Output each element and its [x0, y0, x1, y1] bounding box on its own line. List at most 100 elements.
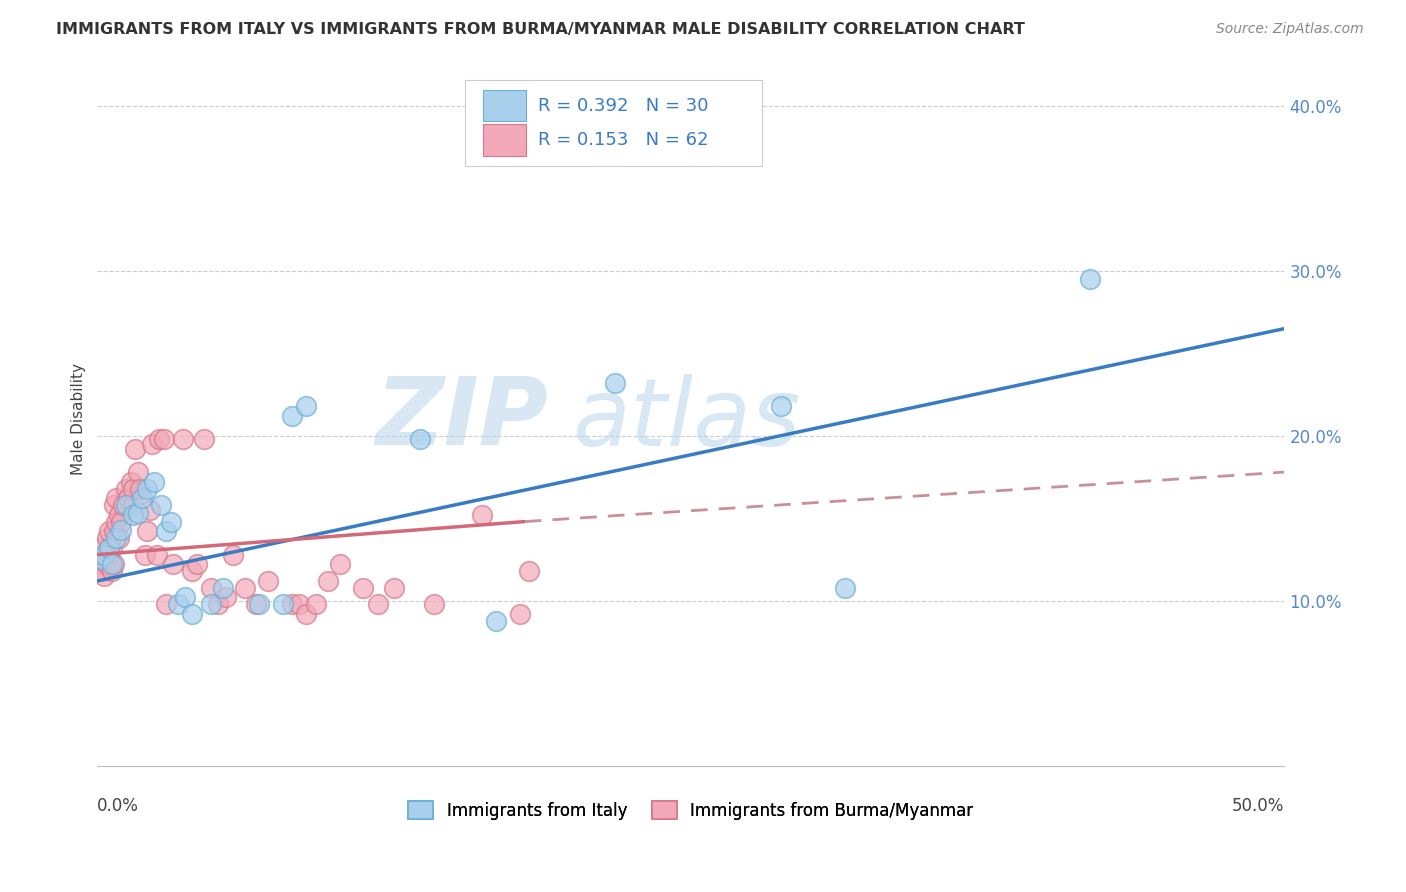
Point — [281, 597, 304, 611]
Point — [271, 597, 294, 611]
Point — [214, 591, 236, 605]
Point — [110, 515, 132, 529]
Point — [150, 498, 173, 512]
Point — [509, 607, 531, 621]
Point — [281, 409, 304, 423]
Point — [98, 541, 121, 555]
Point — [233, 581, 256, 595]
Point — [105, 531, 128, 545]
Point — [89, 558, 111, 572]
Text: R = 0.392   N = 30: R = 0.392 N = 30 — [537, 96, 709, 114]
Point — [145, 548, 167, 562]
Point — [103, 498, 125, 512]
Point — [115, 482, 138, 496]
Point — [93, 548, 115, 562]
Point — [770, 399, 793, 413]
Point — [96, 531, 118, 545]
Point — [174, 591, 197, 605]
Point — [122, 498, 145, 512]
Point — [1078, 272, 1101, 286]
Point — [93, 569, 115, 583]
Point — [305, 597, 328, 611]
Text: 50.0%: 50.0% — [1232, 797, 1285, 814]
Point — [112, 498, 135, 512]
Point — [107, 531, 129, 545]
Point — [295, 399, 318, 413]
Point — [316, 574, 339, 588]
Point — [103, 558, 125, 572]
Point — [103, 524, 125, 539]
Point — [100, 541, 122, 555]
Point — [603, 376, 626, 390]
Point — [136, 482, 159, 496]
Point — [181, 564, 204, 578]
Point — [366, 597, 388, 611]
Point — [115, 498, 138, 512]
Point — [200, 581, 222, 595]
FancyBboxPatch shape — [465, 80, 762, 167]
FancyBboxPatch shape — [484, 124, 526, 156]
Point — [122, 508, 145, 522]
Point — [221, 548, 243, 562]
Point — [131, 491, 153, 506]
Point — [155, 597, 177, 611]
Point — [409, 432, 432, 446]
Point — [136, 524, 159, 539]
Text: R = 0.153   N = 62: R = 0.153 N = 62 — [537, 131, 709, 149]
Point — [423, 597, 446, 611]
Point — [91, 564, 114, 578]
Text: ZIP: ZIP — [375, 374, 548, 466]
Point — [153, 432, 176, 446]
Point — [93, 548, 115, 562]
Point — [257, 574, 280, 588]
Point — [247, 597, 270, 611]
Point — [127, 506, 149, 520]
Point — [127, 465, 149, 479]
Point — [100, 564, 122, 578]
Point — [288, 597, 311, 611]
Point — [138, 503, 160, 517]
Point — [212, 581, 235, 595]
Point — [471, 508, 494, 522]
Point — [124, 442, 146, 456]
Point — [181, 607, 204, 621]
Text: Source: ZipAtlas.com: Source: ZipAtlas.com — [1216, 22, 1364, 37]
Y-axis label: Male Disability: Male Disability — [72, 363, 86, 475]
Point — [167, 597, 190, 611]
Point — [122, 482, 145, 496]
Point — [172, 432, 194, 446]
Point — [100, 558, 122, 572]
Point — [295, 607, 318, 621]
Text: 0.0%: 0.0% — [97, 797, 139, 814]
Point — [141, 437, 163, 451]
Point — [207, 597, 229, 611]
Point — [120, 475, 142, 489]
Point — [91, 541, 114, 555]
Point — [162, 558, 184, 572]
Point — [129, 482, 152, 496]
Text: IMMIGRANTS FROM ITALY VS IMMIGRANTS FROM BURMA/MYANMAR MALE DISABILITY CORRELATI: IMMIGRANTS FROM ITALY VS IMMIGRANTS FROM… — [56, 22, 1025, 37]
Point — [186, 558, 208, 572]
Point — [200, 597, 222, 611]
Point — [98, 524, 121, 539]
Point — [117, 491, 139, 506]
Point — [193, 432, 215, 446]
Point — [148, 432, 170, 446]
Point — [98, 548, 121, 562]
Point — [110, 523, 132, 537]
Text: atlas: atlas — [572, 374, 800, 465]
Point — [105, 515, 128, 529]
Point — [519, 564, 541, 578]
Legend: Immigrants from Italy, Immigrants from Burma/Myanmar: Immigrants from Italy, Immigrants from B… — [408, 802, 973, 820]
FancyBboxPatch shape — [484, 89, 526, 121]
Point — [89, 552, 111, 566]
Point — [160, 515, 183, 529]
Point — [328, 558, 350, 572]
Point — [107, 508, 129, 522]
Point — [134, 548, 156, 562]
Point — [143, 475, 166, 489]
Point — [352, 581, 374, 595]
Point — [155, 524, 177, 539]
Point — [834, 581, 856, 595]
Point — [105, 491, 128, 506]
